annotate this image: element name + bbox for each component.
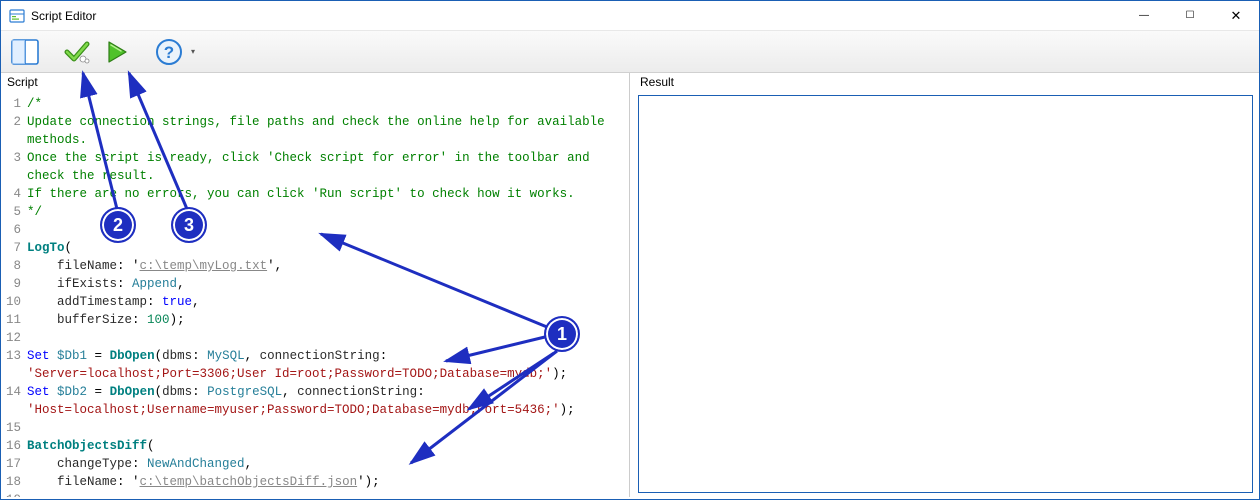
callout-2: 2 [100, 207, 136, 243]
help-icon: ? [155, 38, 183, 66]
code-text: LogTo [27, 241, 65, 255]
content-area: Script 1 /* 2 Update connection strings, f… [3, 73, 1257, 497]
code-text: If there are no errors, you can click 'R… [27, 187, 575, 201]
toolbar: ? ▾ [1, 31, 1259, 73]
app-icon [9, 8, 25, 24]
script-editor-window: Script Editor — ☐ ✕ [0, 0, 1260, 500]
minimize-button[interactable]: — [1121, 1, 1167, 30]
code-text: Append [132, 277, 177, 291]
code-text: changeType [57, 457, 132, 471]
code-text: 100 [147, 313, 170, 327]
code-text [27, 419, 629, 437]
check-script-button[interactable] [59, 35, 95, 69]
code-text: 'Server=localhost;Port=3306;User Id=root… [27, 367, 552, 381]
code-text: fileName [57, 259, 117, 273]
result-pane-label: Result [636, 73, 1257, 93]
code-text: Set [27, 349, 50, 363]
code-text: bufferSize [57, 313, 132, 327]
code-text: dbms [162, 385, 192, 399]
titlebar: Script Editor — ☐ ✕ [1, 1, 1259, 31]
code-text: Once the script is ready, click 'Check s… [27, 151, 597, 183]
code-text: ifExists [57, 277, 117, 291]
code-text: Update connection strings, file paths an… [27, 115, 612, 147]
svg-text:?: ? [164, 43, 174, 62]
code-editor[interactable]: 1 /* 2 Update connection strings, file pat… [3, 93, 629, 497]
check-icon [64, 39, 90, 65]
code-text: fileName [57, 475, 117, 489]
code-text: dbms [162, 349, 192, 363]
play-icon [106, 40, 128, 64]
window-controls: — ☐ ✕ [1121, 1, 1259, 30]
code-text: connectionString [260, 349, 380, 363]
help-button[interactable]: ? [151, 35, 187, 69]
callout-1: 1 [544, 316, 580, 352]
code-text: addTimestamp [57, 295, 147, 309]
code-text: $Db2 [57, 385, 87, 399]
code-text: connectionString [297, 385, 417, 399]
result-pane: Result [630, 73, 1257, 497]
result-output[interactable] [638, 95, 1253, 493]
run-script-button[interactable] [99, 35, 135, 69]
code-text: $Db1 [57, 349, 87, 363]
code-text: /* [27, 97, 42, 111]
code-text: DbOpen [110, 385, 155, 399]
panels-icon [11, 39, 39, 65]
code-text [27, 329, 629, 347]
toggle-panels-button[interactable] [7, 35, 43, 69]
code-text: MySQL [207, 349, 245, 363]
script-pane-label: Script [3, 73, 629, 93]
callout-3: 3 [171, 207, 207, 243]
code-text: 'Host=localhost;Username=myuser;Password… [27, 403, 560, 417]
code-text: DbOpen [110, 349, 155, 363]
close-button[interactable]: ✕ [1213, 1, 1259, 30]
maximize-button[interactable]: ☐ [1167, 1, 1213, 30]
code-text: Set [27, 385, 50, 399]
window-title: Script Editor [31, 9, 96, 23]
code-text: PostgreSQL [207, 385, 282, 399]
code-text: true [162, 295, 192, 309]
script-pane: Script 1 /* 2 Update connection strings, f… [3, 73, 630, 497]
code-text: BatchObjectsDiff [27, 439, 147, 453]
code-text: c:\temp\myLog.txt [140, 259, 268, 273]
code-text: NewAndChanged [147, 457, 245, 471]
toolbar-overflow-icon[interactable]: ▾ [191, 47, 195, 56]
code-text: */ [27, 205, 42, 219]
code-text: c:\temp\batchObjectsDiff.json [140, 475, 358, 489]
code-text [27, 491, 629, 497]
